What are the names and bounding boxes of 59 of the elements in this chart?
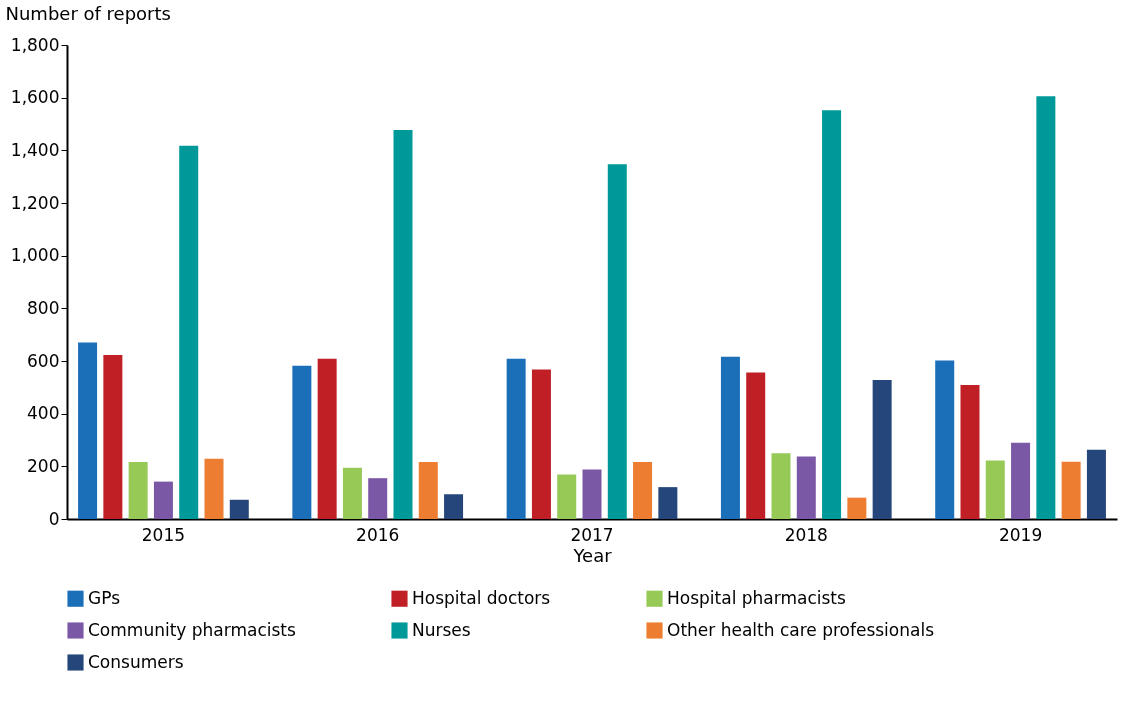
- bar: [872, 379, 892, 519]
- bar: [368, 478, 388, 519]
- x-tick-label: 2018: [784, 524, 828, 545]
- y-tick-label: 1,400: [10, 139, 60, 160]
- bar: [1011, 442, 1031, 519]
- bar: [418, 462, 438, 519]
- bar: [292, 365, 312, 519]
- legend-label: Consumers: [88, 651, 184, 672]
- bar: [582, 469, 602, 519]
- bar: [720, 356, 740, 519]
- bar: [179, 145, 199, 519]
- legend-label: Hospital pharmacists: [667, 587, 847, 608]
- bar: [506, 358, 526, 519]
- bar: [935, 360, 955, 519]
- x-axis-title: Year: [572, 544, 613, 566]
- y-axis-title: Number of reports: [5, 2, 171, 24]
- bar: [78, 342, 98, 519]
- y-tick-label: 0: [48, 508, 60, 529]
- bar: [342, 467, 362, 519]
- legend-label: GPs: [88, 587, 121, 608]
- bar: [229, 499, 249, 519]
- bar: [633, 462, 653, 519]
- legend-label: Community pharmacists: [88, 619, 297, 640]
- bar: [847, 497, 867, 519]
- bar: [1061, 461, 1081, 519]
- y-tick-label: 800: [27, 297, 60, 318]
- y-tick-label: 1,000: [10, 245, 60, 266]
- x-tick-label: 2019: [998, 524, 1043, 545]
- x-tick-label: 2017: [570, 524, 614, 545]
- legend-label: Other health care professionals: [667, 619, 935, 640]
- bar: [153, 481, 173, 519]
- bar: [128, 462, 148, 519]
- legend-label: Hospital doctors: [412, 587, 551, 608]
- x-tick-label: 2016: [356, 524, 400, 545]
- bar: [960, 384, 980, 519]
- y-tick-label: 1,200: [10, 192, 60, 213]
- bar: [204, 458, 224, 519]
- x-tick-label: 2015: [141, 524, 186, 545]
- bar: [822, 110, 842, 519]
- bar: [985, 460, 1005, 519]
- bar: [796, 456, 816, 519]
- bar: [531, 369, 551, 519]
- bar: [1036, 96, 1056, 519]
- bar: [557, 474, 577, 519]
- y-tick-label: 1,600: [10, 87, 60, 108]
- bar: [658, 487, 678, 519]
- bar: [607, 164, 627, 519]
- legend-label: Nurses: [412, 619, 471, 640]
- y-tick-label: 600: [27, 350, 60, 371]
- bar: [317, 358, 337, 519]
- bar: [746, 372, 766, 519]
- y-tick-label: 1,800: [10, 34, 60, 55]
- bar: [1086, 449, 1106, 519]
- bar: [444, 494, 464, 519]
- y-tick-label: 400: [27, 403, 60, 424]
- y-tick-label: 200: [27, 455, 60, 476]
- bar: [771, 453, 791, 519]
- bar: [393, 130, 413, 519]
- bar: [103, 354, 123, 519]
